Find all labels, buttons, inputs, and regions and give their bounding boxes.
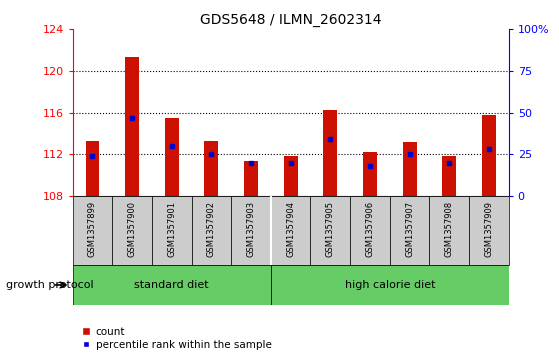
- Text: GSM1357904: GSM1357904: [286, 201, 295, 257]
- Bar: [244, 160, 258, 196]
- Text: growth protocol: growth protocol: [6, 280, 93, 290]
- Bar: [323, 110, 337, 196]
- Bar: [271, 196, 310, 265]
- Text: high calorie diet: high calorie diet: [344, 280, 435, 290]
- Text: GSM1357899: GSM1357899: [88, 201, 97, 257]
- Bar: [152, 196, 192, 265]
- Bar: [469, 196, 509, 265]
- Bar: [231, 196, 271, 265]
- Text: GSM1357900: GSM1357900: [127, 201, 136, 257]
- Bar: [112, 196, 152, 265]
- Text: GSM1357906: GSM1357906: [366, 201, 375, 257]
- Bar: [205, 141, 219, 196]
- Text: standard diet: standard diet: [135, 280, 209, 290]
- Bar: [73, 265, 271, 305]
- Text: GSM1357905: GSM1357905: [326, 201, 335, 257]
- Bar: [86, 141, 100, 196]
- Bar: [284, 156, 297, 196]
- Text: GSM1357908: GSM1357908: [445, 201, 454, 257]
- Bar: [363, 152, 377, 196]
- Text: GSM1357903: GSM1357903: [247, 201, 255, 257]
- Legend: count, percentile rank within the sample: count, percentile rank within the sample: [78, 323, 276, 354]
- Text: GSM1357901: GSM1357901: [167, 201, 176, 257]
- Bar: [402, 142, 416, 196]
- Bar: [390, 196, 429, 265]
- Bar: [73, 196, 112, 265]
- Text: GSM1357907: GSM1357907: [405, 201, 414, 257]
- Bar: [125, 57, 139, 196]
- Bar: [165, 118, 179, 196]
- Bar: [442, 156, 456, 196]
- Bar: [350, 196, 390, 265]
- Bar: [310, 196, 350, 265]
- Text: GSM1357902: GSM1357902: [207, 201, 216, 257]
- Bar: [429, 196, 469, 265]
- Bar: [271, 265, 509, 305]
- Text: GSM1357909: GSM1357909: [484, 201, 494, 257]
- Title: GDS5648 / ILMN_2602314: GDS5648 / ILMN_2602314: [200, 13, 381, 26]
- Bar: [192, 196, 231, 265]
- Bar: [482, 115, 496, 196]
